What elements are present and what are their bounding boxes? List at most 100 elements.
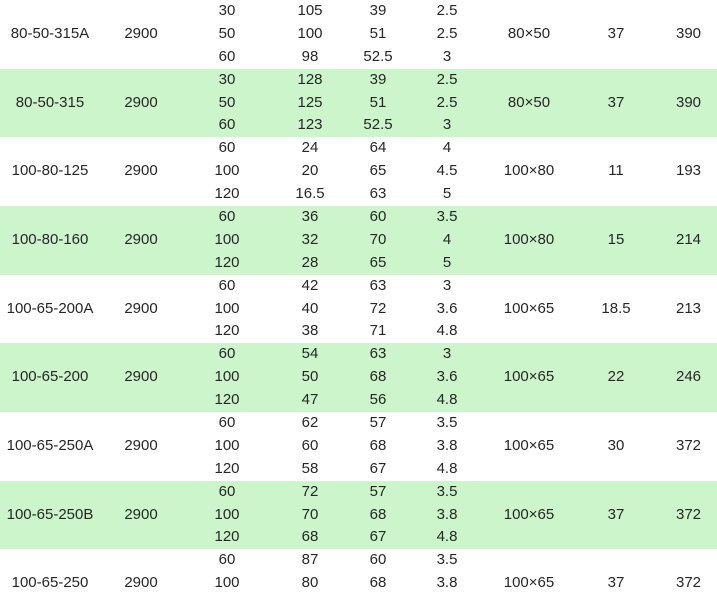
cell-power: 18.5 [601,299,631,317]
cell-power: 37 [607,24,625,42]
cell-size: 80×50 [507,93,551,111]
cell-size: 100×65 [503,299,555,317]
cell-size [486,320,572,343]
cell-model [0,252,100,275]
model-group: 60 54 63 3 100-65-200 2900 100 50 68 3.6 100×65 22 2… [0,343,717,413]
cell-flow: 60 [218,551,236,569]
cell-size: 100×80 [503,162,555,180]
cell-size [486,137,572,160]
cell-power [572,320,660,343]
cell-weight [660,0,717,23]
cell-head: 105 [297,2,323,19]
cell-weight [660,389,717,412]
cell-efficiency: 63 [369,345,387,363]
cell-efficiency: 57 [369,482,387,500]
table-row: 60 72 57 3.5 [0,481,717,504]
cell-head: 28 [301,253,319,271]
cell-size: 80×50 [507,24,551,42]
cell-flow: 60 [218,208,236,226]
cell-head: 87 [301,551,319,569]
cell-size: 100×80 [503,230,555,248]
cell-model: 100-80-125 [11,162,89,180]
table-row: 100-80-125 2900 100 20 65 4.5 100×80 11 193 [0,160,717,183]
cell-efficiency: 68 [369,574,387,592]
cell-speed [100,343,182,366]
cell-weight [660,114,717,137]
table-row: 100-65-250 2900 100 80 68 3.8 100×65 37 372 [0,572,717,595]
cell-head: 42 [301,276,319,294]
cell-power [572,0,660,23]
cell-head: 62 [301,414,319,432]
table-row: 100-80-160 2900 100 32 70 4 100×80 15 214 [0,229,717,252]
cell-efficiency: 67 [369,459,387,477]
cell-efficiency: 63 [369,185,387,203]
cell-speed [100,114,182,137]
table-row: 60 123 52.5 3 [0,114,717,137]
cell-size: 100×65 [503,368,555,386]
cell-flow: 100 [214,368,240,386]
cell-speed [100,549,182,572]
cell-weight [660,526,717,549]
cell-weight [660,320,717,343]
cell-head: 98 [301,47,319,65]
cell-model [0,114,100,137]
cell-flow: 60 [218,139,236,157]
model-group: 60 36 60 3.5 100-80-160 2900 100 32 70 4 100×80 15 2… [0,206,717,275]
cell-head: 16.5 [295,185,325,203]
cell-efficiency: 71 [369,322,387,340]
cell-npsh: 2.5 [436,2,458,19]
cell-flow: 50 [218,24,236,42]
table-row: 30 105 39 2.5 [0,0,717,23]
cell-weight [660,481,717,504]
cell-npsh: 3.5 [436,482,458,500]
cell-head: 54 [301,345,319,363]
cell-power [572,252,660,275]
cell-npsh: 3 [442,116,452,134]
cell-head: 20 [301,162,319,180]
cell-efficiency: 51 [369,93,387,111]
cell-flow: 120 [214,459,240,477]
cell-speed: 2900 [124,230,158,248]
cell-npsh: 4.8 [436,528,458,546]
cell-flow: 120 [214,322,240,340]
cell-size [486,0,572,23]
cell-speed: 2900 [124,162,158,180]
cell-weight [660,549,717,572]
cell-model [0,549,100,572]
cell-weight: 372 [675,505,702,523]
table-row: 120 16.5 63 5 [0,183,717,206]
cell-weight [660,137,717,160]
table-row: 120 68 67 4.8 [0,526,717,549]
cell-size [486,46,572,69]
cell-efficiency: 52.5 [363,116,393,134]
table-row: 80-50-315A 2900 50 100 51 2.5 80×50 37 390 [0,23,717,46]
cell-power: 30 [607,436,625,454]
cell-npsh: 5 [442,253,452,271]
cell-model: 100-65-250A [6,436,94,454]
cell-efficiency: 70 [369,230,387,248]
cell-npsh: 3 [442,345,452,363]
cell-model [0,206,100,229]
cell-head: 125 [297,93,323,111]
cell-speed [100,458,182,481]
cell-power [572,389,660,412]
cell-size: 100×65 [503,505,555,523]
cell-power [572,69,660,92]
cell-size [486,69,572,92]
cell-efficiency: 51 [369,24,387,42]
cell-head: 60 [301,436,319,454]
cell-npsh: 3 [442,276,452,294]
table-row: 60 24 64 4 [0,137,717,160]
table-row: 100-65-250A 2900 100 60 68 3.8 100×65 30 372 [0,435,717,458]
table-row: 60 62 57 3.5 [0,412,717,435]
cell-efficiency: 68 [369,436,387,454]
cell-speed: 2900 [124,505,158,523]
cell-speed: 2900 [124,24,158,42]
cell-weight: 213 [675,299,702,317]
table-row: 120 38 71 4.8 [0,320,717,343]
table-row: 60 42 63 3 [0,275,717,298]
cell-npsh: 3.8 [436,436,458,454]
table-row: 60 87 60 3.5 [0,549,717,572]
cell-speed: 2900 [124,368,158,386]
cell-size [486,275,572,298]
